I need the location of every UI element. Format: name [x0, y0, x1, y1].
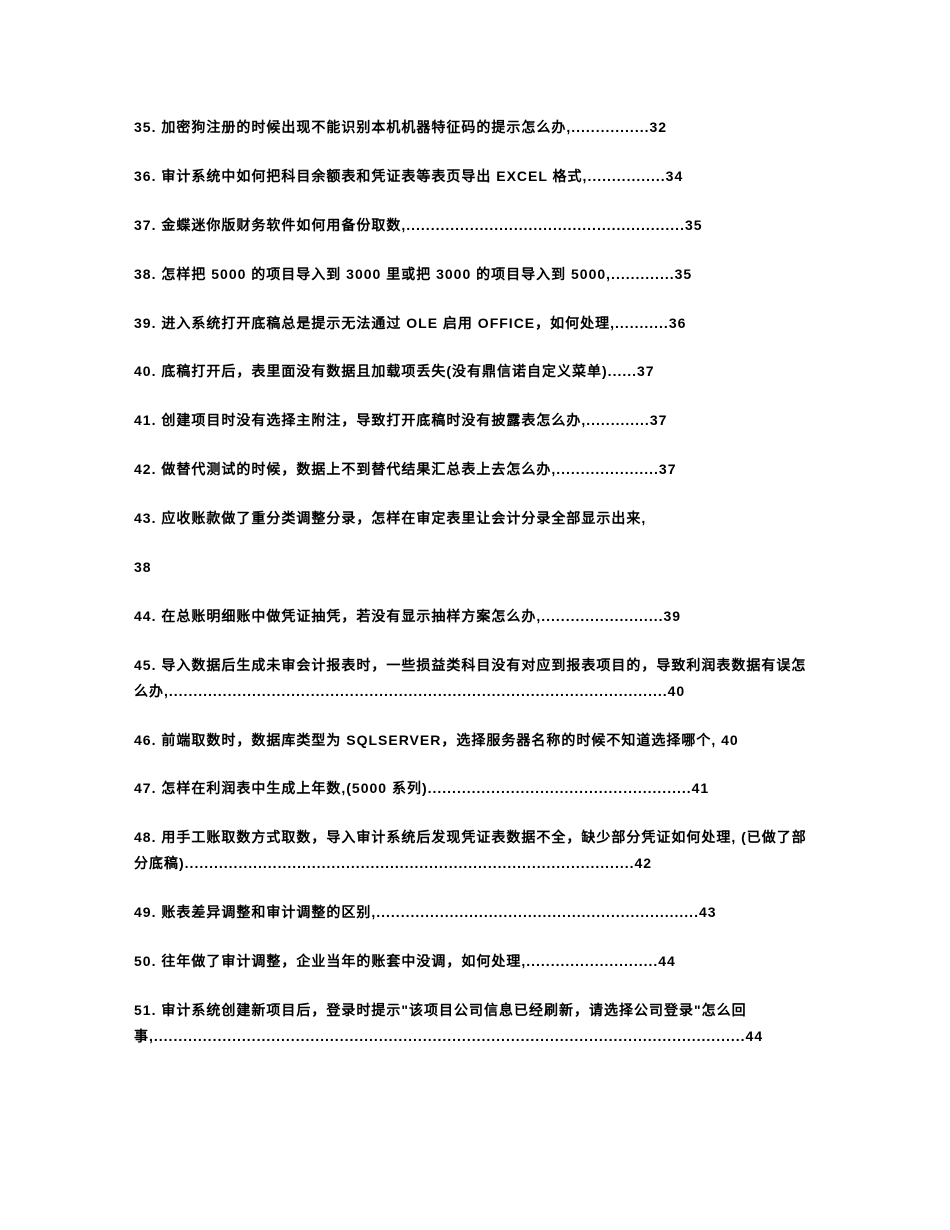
toc-entry-51: 51. 审计系统创建新项目后，登录时提示"该项目公司信息已经刷新，请选择公司登录… — [134, 998, 820, 1050]
toc-entry-46: 46. 前端取数时，数据库类型为 SQLSERVER，选择服务器名称的时候不知道… — [134, 728, 820, 754]
toc-entry-50: 50. 往年做了审计调整，企业当年的账套中没调，如何处理,...........… — [134, 949, 820, 975]
toc-entry-42: 42. 做替代测试的时候，数据上不到替代结果汇总表上去怎么办,.........… — [134, 457, 820, 483]
toc-entry-44: 44. 在总账明细账中做凭证抽凭，若没有显示抽样方案怎么办,..........… — [134, 604, 820, 630]
toc-entry-36: 36. 审计系统中如何把科目余额表和凭证表等表页导出 EXCEL 格式,....… — [134, 164, 820, 190]
toc-entry-41: 41. 创建项目时没有选择主附注，导致打开底稿时没有披露表怎么办,.......… — [134, 408, 820, 434]
toc-entry-47: 47. 怎样在利润表中生成上年数,(5000 系列)..............… — [134, 776, 820, 802]
toc-entry-38: 38. 怎样把 5000 的项目导入到 3000 里或把 3000 的项目导入到… — [134, 262, 820, 288]
toc-page-38: 38 — [134, 555, 820, 581]
toc-entry-43: 43. 应收账款做了重分类调整分录，怎样在审定表里让会计分录全部显示出来, — [134, 506, 820, 532]
toc-entry-49: 49. 账表差异调整和审计调整的区别,.....................… — [134, 900, 820, 926]
toc-entry-39: 39. 进入系统打开底稿总是提示无法通过 OLE 启用 OFFICE，如何处理,… — [134, 311, 820, 337]
toc-entry-37: 37. 金蝶迷你版财务软件如何用备份取数,...................… — [134, 213, 820, 239]
toc-entry-40: 40. 底稿打开后，表里面没有数据且加载项丢失(没有鼎信诺自定义菜单).....… — [134, 359, 820, 385]
toc-entry-45: 45. 导入数据后生成未审会计报表时，一些损益类科目没有对应到报表项目的，导致利… — [134, 653, 820, 705]
toc-entry-35: 35. 加密狗注册的时候出现不能识别本机机器特征码的提示怎么办,........… — [134, 115, 820, 141]
toc-container: 35. 加密狗注册的时候出现不能识别本机机器特征码的提示怎么办,........… — [134, 115, 820, 1050]
toc-entry-48: 48. 用手工账取数方式取数，导入审计系统后发现凭证表数据不全，缺少部分凭证如何… — [134, 825, 820, 877]
